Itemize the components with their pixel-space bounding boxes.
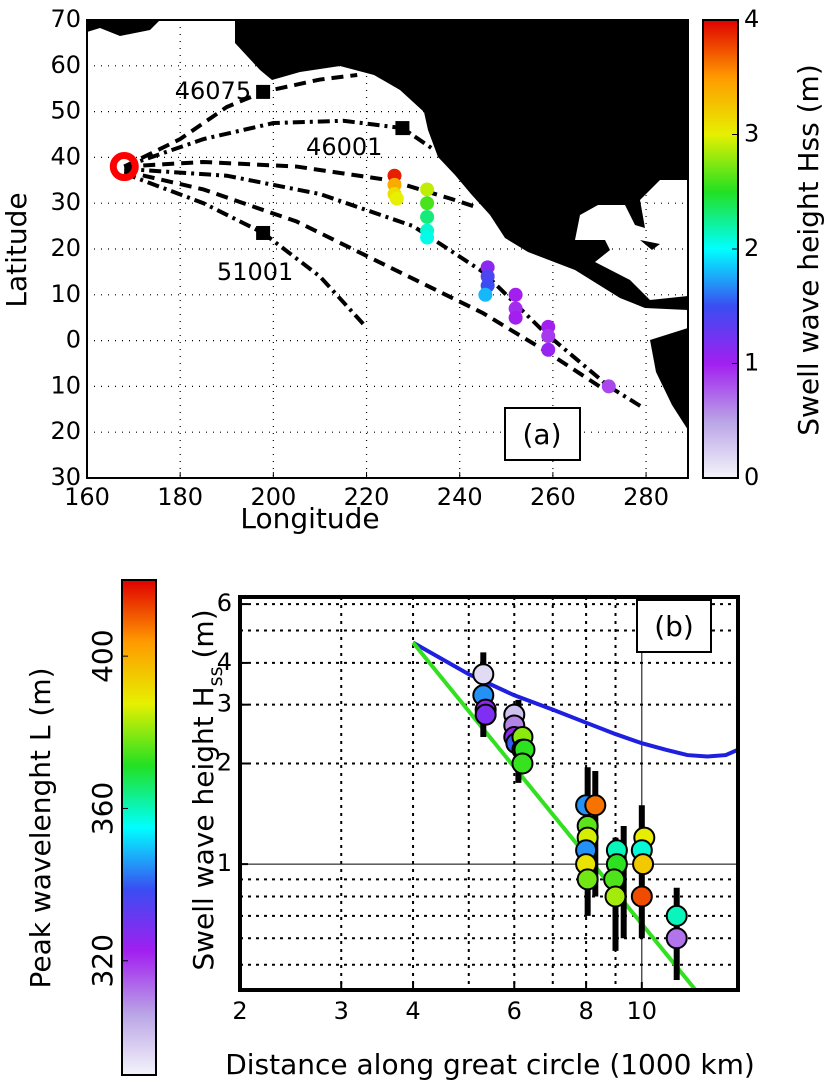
x-tick-label: 8 bbox=[578, 997, 593, 1025]
model-curve bbox=[412, 640, 738, 759]
data-point bbox=[665, 927, 688, 950]
y-tick-label: 3 bbox=[217, 690, 232, 718]
ray-track bbox=[124, 166, 646, 411]
y-axis-label: Latitude bbox=[0, 192, 33, 307]
ray-track bbox=[123, 72, 358, 169]
y-axis-label-part: ss bbox=[205, 666, 227, 686]
buoy-label: 46075 bbox=[175, 77, 251, 105]
y-tick-label: 20 bbox=[50, 417, 81, 445]
x-tick-label: 4 bbox=[405, 997, 420, 1025]
colorbar-tick-label: 0 bbox=[744, 463, 759, 491]
plot-grid bbox=[240, 597, 738, 990]
colorbar bbox=[121, 579, 157, 1076]
x-tick-label: 3 bbox=[334, 997, 349, 1025]
colorbar-tick-label: 3 bbox=[744, 120, 759, 148]
y-tick-label: 2 bbox=[217, 749, 232, 777]
north-america bbox=[235, 20, 688, 310]
x-axis-label: Longitude bbox=[240, 502, 379, 535]
data-point bbox=[632, 853, 655, 876]
siberia bbox=[87, 20, 160, 36]
annotation-box bbox=[636, 599, 712, 653]
x-tick-label: 160 bbox=[64, 483, 110, 511]
colorbar-tick-label: 320 bbox=[86, 934, 119, 987]
data-point bbox=[604, 885, 627, 908]
ray-track bbox=[123, 118, 433, 169]
ray-track bbox=[124, 159, 479, 210]
swell-point bbox=[541, 342, 556, 357]
data-point bbox=[630, 885, 653, 908]
y-axis-label: Swell wave height Hss (m) bbox=[187, 609, 227, 970]
y-tick-label: 30 bbox=[50, 188, 81, 216]
data-point bbox=[584, 794, 607, 817]
x-tick-label: 260 bbox=[530, 483, 576, 511]
data-point bbox=[576, 868, 599, 891]
y-axis-label-part: (m) bbox=[187, 609, 220, 658]
swell-point bbox=[478, 287, 493, 302]
y-tick-label: 40 bbox=[50, 142, 81, 170]
x-tick-label: 10 bbox=[627, 997, 658, 1025]
y-tick-label: 4 bbox=[217, 648, 232, 676]
buoy-marker bbox=[395, 121, 410, 136]
south-america bbox=[650, 328, 688, 430]
x-tick-label: 6 bbox=[507, 997, 522, 1025]
swell-point bbox=[389, 191, 404, 206]
y-tick-label: 10 bbox=[50, 371, 81, 399]
colorbar-tick-label: 360 bbox=[86, 782, 119, 835]
colorbar-tick-label: 400 bbox=[86, 629, 119, 682]
buoy-label: 51001 bbox=[217, 258, 293, 286]
swell-point bbox=[420, 196, 435, 211]
annotation-box bbox=[504, 407, 581, 461]
annotation: (b) bbox=[654, 610, 694, 643]
x-tick-label: 180 bbox=[157, 483, 203, 511]
x-tick-label: 240 bbox=[437, 483, 483, 511]
y-tick-label: 20 bbox=[50, 234, 81, 262]
storm-source bbox=[109, 152, 139, 182]
model-curve bbox=[411, 641, 698, 990]
colorbar-tick-label: 4 bbox=[744, 5, 759, 33]
axes-frame bbox=[238, 595, 740, 992]
y-axis-label-part: Swell wave height H bbox=[187, 686, 220, 970]
axes-frame bbox=[86, 19, 689, 479]
y-tick-label: 70 bbox=[50, 5, 81, 33]
buoy-label: 46001 bbox=[306, 133, 382, 161]
data-point bbox=[511, 752, 534, 775]
swell-point bbox=[420, 209, 435, 224]
x-tick-label: 200 bbox=[250, 483, 296, 511]
colorbar-tick-label: 2 bbox=[744, 234, 759, 262]
x-tick-label: 220 bbox=[344, 483, 390, 511]
y-tick-label: 10 bbox=[50, 280, 81, 308]
x-tick-label: 2 bbox=[232, 997, 247, 1025]
colorbar-tick-label: 1 bbox=[744, 349, 759, 377]
swell-point bbox=[601, 379, 616, 394]
buoy-marker bbox=[256, 225, 271, 240]
colorbar-label: Swell wave height Hss (m) bbox=[792, 64, 825, 436]
y-tick-label: 30 bbox=[50, 463, 81, 491]
swell-point bbox=[508, 287, 523, 302]
y-tick-label: 60 bbox=[50, 51, 81, 79]
land bbox=[87, 20, 688, 430]
y-tick-label: 6 bbox=[217, 589, 232, 617]
swell-point bbox=[420, 230, 435, 245]
x-tick-label: 280 bbox=[623, 483, 669, 511]
data-point bbox=[474, 703, 497, 726]
swell-point bbox=[508, 310, 523, 325]
y-tick-label: 1 bbox=[217, 849, 232, 877]
data-point bbox=[472, 663, 495, 686]
swell-point bbox=[541, 329, 556, 344]
island bbox=[640, 240, 660, 250]
annotation: (a) bbox=[522, 418, 561, 451]
buoy-marker bbox=[256, 84, 271, 99]
y-tick-label: 50 bbox=[50, 97, 81, 125]
colorbar-label: Peak wavelenght L (m) bbox=[24, 667, 57, 988]
y-tick-label: 0 bbox=[66, 326, 81, 354]
x-axis-label: Distance along great circle (1000 km) bbox=[225, 1048, 755, 1081]
map-layer: 160 180 200 220 240 260 2807060504030201001020… bbox=[0, 5, 825, 535]
swell-point bbox=[420, 182, 435, 197]
data-point bbox=[665, 904, 688, 927]
